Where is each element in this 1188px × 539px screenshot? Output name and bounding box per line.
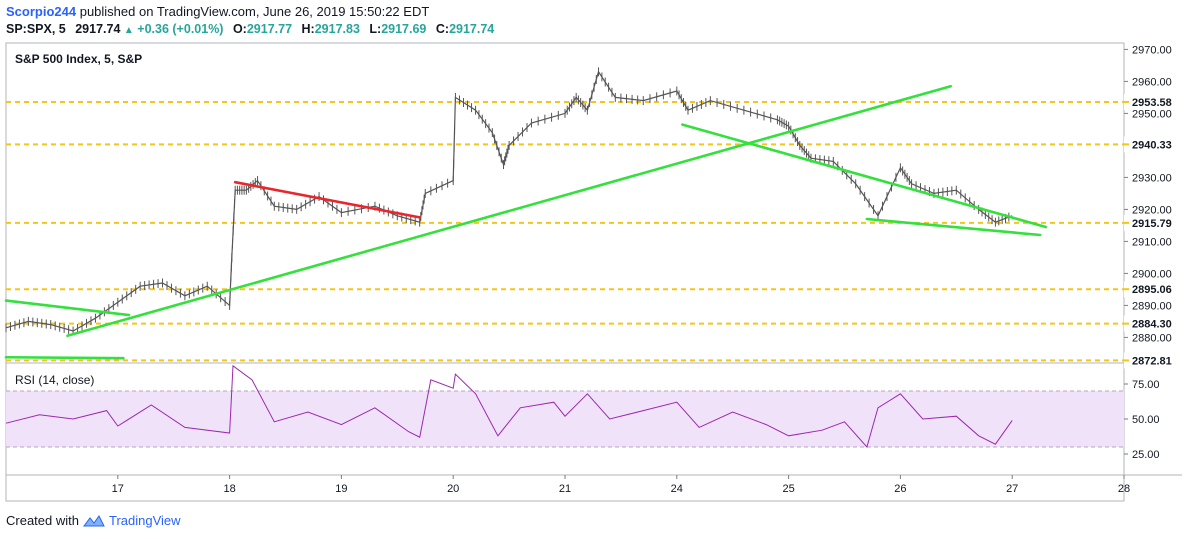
chart-title: S&P 500 Index, 5, S&P bbox=[15, 52, 142, 66]
high-value: 2917.83 bbox=[314, 22, 360, 36]
time-axis: 17 18 19 20 21 24 25 26 27 28 bbox=[112, 475, 1130, 495]
level-label: 2940.33 bbox=[1132, 139, 1172, 151]
publish-line: Scorpio244 published on TradingView.com,… bbox=[6, 4, 429, 19]
price-tick-label: 2920.00 bbox=[1132, 204, 1172, 216]
level-label: 2895.06 bbox=[1132, 284, 1172, 296]
rsi-series bbox=[5, 364, 1013, 449]
price-tick-label: 2970.00 bbox=[1132, 44, 1172, 56]
rsi-axis: 75.00 50.00 25.00 bbox=[1124, 379, 1160, 461]
rsi-tick-label: 25.00 bbox=[1132, 449, 1160, 461]
rsi-line bbox=[5, 364, 1013, 449]
rsi-tick-label: 75.00 bbox=[1132, 379, 1160, 391]
level-label-bg bbox=[1124, 352, 1182, 369]
rsi-band-fill bbox=[6, 391, 1124, 447]
price-tick-label: 2950.00 bbox=[1132, 108, 1172, 120]
created-with-label: Created with bbox=[6, 513, 79, 528]
time-tick-label: 18 bbox=[223, 483, 235, 495]
price-change: +0.36 (+0.01%) bbox=[137, 22, 224, 36]
time-tick-label: 25 bbox=[782, 483, 794, 495]
tradingview-brand-link[interactable]: TradingView bbox=[108, 513, 181, 528]
price-tick-label: 2910.00 bbox=[1132, 236, 1172, 248]
trendlines bbox=[4, 84, 1048, 360]
open-value: 2917.77 bbox=[246, 22, 293, 36]
rsi-title: RSI (14, close) bbox=[15, 373, 94, 387]
level-label: 2872.81 bbox=[1132, 355, 1172, 367]
footer: Created with TradingView bbox=[6, 513, 181, 528]
time-tick-label: 24 bbox=[671, 483, 683, 495]
rsi-band bbox=[6, 390, 1124, 448]
author-link[interactable]: Scorpio244 bbox=[6, 4, 77, 19]
horizontal-levels: 2953.58 2940.33 2915.79 2895.06 2884.30 2872.… bbox=[6, 93, 1182, 369]
green-trendline bbox=[681, 123, 1048, 229]
green-trendline bbox=[66, 84, 953, 338]
green-trendline bbox=[865, 217, 1042, 237]
time-tick-label: 20 bbox=[447, 483, 459, 495]
price-tick-label: 2900.00 bbox=[1132, 268, 1172, 280]
level-label-bg bbox=[1124, 136, 1182, 153]
high-label: H: bbox=[301, 22, 315, 36]
published-text: published on TradingView.com, June 26, 2… bbox=[79, 4, 430, 19]
low-label: L: bbox=[369, 22, 382, 36]
level-label-bg bbox=[1124, 214, 1182, 231]
close-label: C: bbox=[435, 22, 450, 36]
tradingview-logo-icon bbox=[82, 514, 105, 526]
open-label: O: bbox=[232, 22, 247, 36]
low-value: 2917.69 bbox=[381, 22, 427, 36]
close-value: 2917.74 bbox=[449, 22, 495, 36]
level-label: 2884.30 bbox=[1132, 319, 1172, 331]
red-trendline bbox=[233, 180, 421, 219]
price-chart[interactable]: 2953.58 2940.33 2915.79 2895.06 2884.30 2872.… bbox=[0, 40, 1188, 510]
last-price: 2917.74 bbox=[75, 22, 121, 36]
symbol-interval: SP:SPX, 5 bbox=[6, 22, 66, 36]
level-label: 2953.58 bbox=[1132, 97, 1172, 109]
time-tick-label: 21 bbox=[559, 483, 571, 495]
level-label: 2915.79 bbox=[1132, 218, 1172, 230]
chart-header: Scorpio244 published on TradingView.com,… bbox=[0, 0, 1188, 40]
price-tick-label: 2930.00 bbox=[1132, 172, 1172, 184]
price-tick-label: 2880.00 bbox=[1132, 332, 1172, 344]
price-tick-label: 2890.00 bbox=[1132, 300, 1172, 312]
level-label-bg bbox=[1124, 93, 1182, 110]
price-axis: 2970.00 2960.00 2950.00 2930.00 2920.00 2910.… bbox=[1124, 44, 1172, 344]
symbol-line: SP:SPX, 5 2917.74 ▲ +0.36 (+0.01%) O:291… bbox=[6, 22, 494, 36]
price-tick-label: 2960.00 bbox=[1132, 76, 1172, 88]
time-tick-label: 27 bbox=[1006, 483, 1018, 495]
time-tick-label: 19 bbox=[335, 483, 347, 495]
green-trendline bbox=[4, 299, 131, 317]
time-tick-label: 28 bbox=[1118, 483, 1130, 495]
time-tick-label: 26 bbox=[894, 483, 906, 495]
rsi-tick-label: 50.00 bbox=[1132, 414, 1160, 426]
up-triangle-icon: ▲ bbox=[123, 25, 134, 36]
green-trendline bbox=[4, 355, 125, 360]
time-tick-label: 17 bbox=[112, 483, 124, 495]
level-label-bg bbox=[1124, 315, 1182, 332]
price-line bbox=[5, 70, 1013, 332]
level-label-bg bbox=[1124, 281, 1182, 298]
